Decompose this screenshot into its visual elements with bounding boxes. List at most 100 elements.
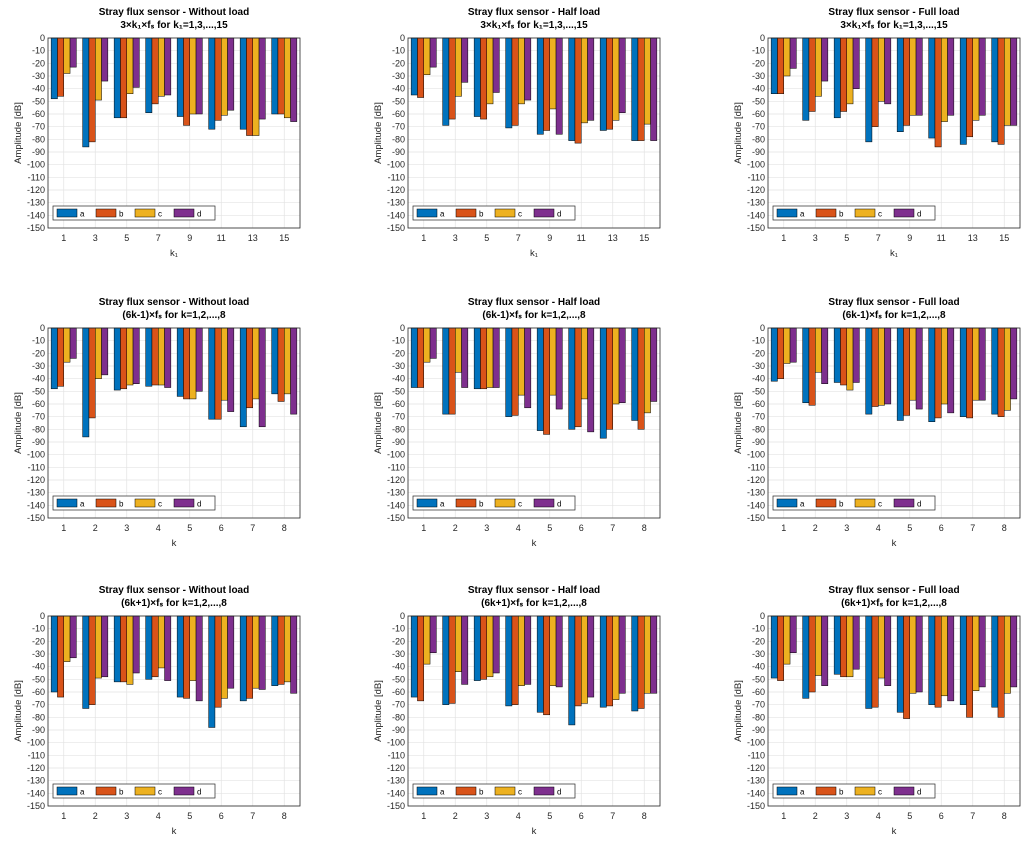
bar-a-2 [802,327,810,403]
y-tick-label: -120 [27,475,45,485]
x-axis-label: k [172,826,177,837]
bar-c-11 [581,37,588,124]
y-tick-label: -80 [752,134,765,144]
legend-swatch-c [854,786,876,796]
x-tick-label: 4 [156,811,161,821]
x-tick-label: 3 [484,523,489,533]
legend-label-a: a [80,500,85,509]
y-tick-label: -70 [392,122,405,132]
bar-b-7 [966,327,973,419]
bar-b-5 [183,615,190,699]
x-tick-label: 7 [970,523,975,533]
bar-d-1 [789,37,797,69]
bar-c-4 [518,327,525,396]
x-axis-label: k₁ [890,248,898,259]
y-tick-label: -30 [392,71,405,81]
bar-b-3 [840,327,847,386]
bar-d-6 [587,615,595,698]
bar-b-5 [183,327,190,400]
legend-swatch-b [95,786,117,796]
bar-a-6 [208,615,216,728]
bar-b-2 [808,327,816,406]
bar-d-8 [290,615,298,694]
bar-c-13 [252,37,260,136]
bar-d-2 [101,327,109,376]
x-tick-label: 7 [516,233,521,243]
bar-b-13 [606,37,613,130]
bar-c-3 [95,37,102,101]
bar-d-5 [915,327,923,410]
legend-label-d: d [917,788,921,797]
bar-c-7 [972,615,980,691]
chart-panel-7: Stray flux sensor - Without load (6k+1)×f… [13,585,301,837]
bar-d-13 [618,37,626,113]
y-tick-label: -150 [27,513,45,523]
x-tick-label: 13 [608,233,618,243]
y-tick-label: -110 [748,462,765,472]
bar-c-1 [423,327,431,363]
bar-b-8 [277,615,285,685]
legend-label-c: c [158,500,162,509]
y-tick-label: -140 [387,788,405,798]
y-tick-label: -120 [387,185,405,195]
bar-c-6 [581,327,588,400]
bar-c-8 [1004,327,1011,411]
bar-b-1 [777,615,785,681]
bar-b-3 [480,615,487,680]
x-tick-label: 6 [939,523,944,533]
x-tick-label: 5 [187,523,192,533]
bar-d-3 [492,327,500,388]
y-tick-label: -100 [387,738,405,748]
bar-c-6 [221,615,228,699]
y-tick-label: -70 [392,412,405,422]
chart-subtitle: 3×k₁×fₛ for k₁=1,3,...,15 [840,20,948,31]
bar-b-8 [997,327,1005,417]
bar-d-13 [978,37,986,116]
bar-c-5 [909,327,917,401]
bar-d-7 [618,327,626,403]
legend-label-d: d [917,210,921,219]
legend-label-b: b [479,788,484,797]
legend-swatch-d [893,208,915,218]
y-tick-label: -50 [32,386,45,396]
bar-c-13 [612,37,620,121]
bar-d-3 [821,37,829,82]
x-axis-label: k [892,538,897,549]
y-tick-label: -110 [28,462,45,472]
chart-panel-9: Stray flux sensor - Full load (6k+1)×fₛ f… [733,585,1021,837]
bar-d-5 [915,615,923,693]
bar-c-2 [95,615,102,679]
bar-a-4 [145,327,153,387]
bar-d-8 [290,327,298,415]
bar-b-5 [543,327,550,435]
y-tick-label: -50 [32,96,45,106]
bar-d-5 [852,37,860,89]
bar-a-8 [631,327,639,421]
y-tick-label: -80 [32,712,45,722]
legend-swatch-c [494,786,516,796]
bar-a-1 [410,615,418,698]
y-tick-label: 0 [760,323,765,333]
y-axis-label: Amplitude [dB] [373,102,384,164]
bar-c-2 [815,615,822,676]
y-tick-label: -90 [32,147,45,157]
y-tick-label: -60 [752,399,765,409]
x-tick-label: 9 [547,233,552,243]
bar-b-9 [543,37,550,131]
chart-subtitle: (6k+1)×fₛ for k=1,2,...,8 [121,598,227,609]
legend-label-b: b [839,788,844,797]
bar-b-6 [574,615,582,707]
bar-c-4 [878,615,885,679]
bar-b-8 [637,327,645,430]
x-tick-label: 1 [781,233,786,243]
bar-a-3 [113,615,121,683]
bar-b-3 [840,615,847,678]
legend-swatch-c [134,498,156,508]
y-tick-label: -100 [27,738,45,748]
bar-a-6 [928,615,936,705]
legend-swatch-b [455,786,477,796]
chart-title: Stray flux sensor - Without load [99,585,249,596]
legend-swatch-c [494,208,516,218]
y-tick-label: -20 [392,348,405,358]
bar-d-7 [258,327,266,428]
